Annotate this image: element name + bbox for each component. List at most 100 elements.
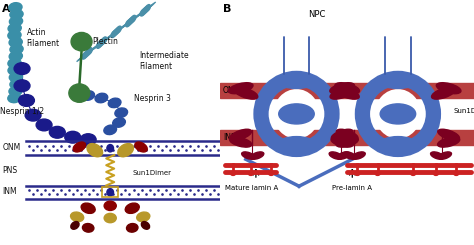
Ellipse shape	[116, 26, 121, 33]
Ellipse shape	[18, 95, 35, 106]
Ellipse shape	[126, 20, 130, 27]
Ellipse shape	[140, 10, 145, 16]
Ellipse shape	[279, 104, 314, 124]
Ellipse shape	[13, 30, 16, 34]
Ellipse shape	[248, 172, 254, 175]
Ellipse shape	[99, 39, 104, 46]
Ellipse shape	[71, 33, 92, 51]
Ellipse shape	[454, 172, 459, 175]
Ellipse shape	[107, 189, 113, 196]
Ellipse shape	[9, 51, 22, 61]
Text: B: B	[223, 4, 231, 14]
Ellipse shape	[86, 49, 91, 55]
Ellipse shape	[104, 213, 116, 223]
Ellipse shape	[273, 89, 319, 139]
Text: Nesprin 1/2: Nesprin 1/2	[0, 107, 44, 116]
Text: Sun1Dimer: Sun1Dimer	[454, 109, 474, 114]
Ellipse shape	[8, 59, 21, 68]
Ellipse shape	[111, 31, 116, 37]
Ellipse shape	[80, 134, 96, 146]
Ellipse shape	[131, 15, 136, 22]
Ellipse shape	[375, 172, 380, 175]
Ellipse shape	[115, 27, 120, 34]
Ellipse shape	[229, 137, 252, 147]
Bar	[220, 130, 474, 145]
Ellipse shape	[102, 37, 107, 43]
Ellipse shape	[73, 142, 86, 152]
Ellipse shape	[234, 87, 258, 99]
Text: Sun1Dimer: Sun1Dimer	[132, 170, 171, 176]
Ellipse shape	[127, 19, 132, 25]
Bar	[27, 142, 220, 155]
Ellipse shape	[137, 212, 150, 221]
Text: INM: INM	[223, 133, 237, 142]
Ellipse shape	[9, 17, 23, 26]
Text: Mature lamin A: Mature lamin A	[226, 185, 279, 191]
Ellipse shape	[128, 18, 133, 24]
Ellipse shape	[331, 137, 353, 147]
Ellipse shape	[230, 129, 252, 140]
Text: ONM: ONM	[2, 143, 20, 151]
Ellipse shape	[115, 108, 128, 117]
Ellipse shape	[36, 119, 52, 131]
Ellipse shape	[144, 6, 149, 12]
Ellipse shape	[113, 118, 125, 127]
Ellipse shape	[337, 152, 350, 159]
Text: Nesprin 3: Nesprin 3	[135, 94, 171, 102]
Ellipse shape	[343, 152, 356, 159]
Ellipse shape	[437, 83, 461, 94]
Ellipse shape	[118, 144, 134, 157]
Ellipse shape	[8, 65, 21, 75]
Ellipse shape	[242, 152, 255, 159]
Ellipse shape	[71, 212, 84, 221]
Ellipse shape	[14, 63, 30, 74]
Ellipse shape	[9, 37, 22, 47]
Ellipse shape	[336, 137, 358, 147]
Ellipse shape	[141, 221, 150, 229]
Ellipse shape	[129, 17, 135, 23]
Ellipse shape	[10, 45, 23, 54]
Ellipse shape	[352, 152, 365, 159]
Ellipse shape	[71, 221, 79, 229]
Ellipse shape	[127, 223, 138, 232]
Ellipse shape	[114, 29, 118, 35]
Ellipse shape	[380, 137, 416, 150]
Ellipse shape	[331, 129, 353, 140]
Ellipse shape	[14, 9, 18, 12]
Ellipse shape	[125, 203, 139, 213]
Ellipse shape	[14, 72, 17, 75]
Ellipse shape	[146, 5, 150, 11]
Ellipse shape	[14, 23, 17, 26]
Ellipse shape	[9, 86, 22, 96]
Ellipse shape	[410, 172, 416, 175]
Bar	[220, 83, 474, 98]
Text: ONM: ONM	[223, 86, 241, 95]
Ellipse shape	[8, 24, 21, 33]
Ellipse shape	[277, 74, 316, 88]
Ellipse shape	[337, 129, 358, 140]
Ellipse shape	[355, 172, 360, 175]
Ellipse shape	[112, 30, 118, 36]
Bar	[102, 187, 118, 197]
Text: INM: INM	[2, 187, 17, 196]
Ellipse shape	[251, 152, 264, 159]
Ellipse shape	[431, 87, 456, 99]
Ellipse shape	[335, 83, 359, 94]
Ellipse shape	[84, 50, 90, 57]
Ellipse shape	[380, 104, 416, 124]
Ellipse shape	[82, 53, 87, 59]
Ellipse shape	[15, 16, 18, 20]
Ellipse shape	[83, 51, 88, 58]
Text: Pre-lamin A: Pre-lamin A	[332, 185, 372, 191]
Ellipse shape	[65, 131, 81, 143]
Ellipse shape	[49, 126, 65, 138]
Ellipse shape	[433, 172, 438, 175]
Ellipse shape	[329, 152, 342, 159]
Ellipse shape	[378, 74, 418, 88]
Text: Intermediate
Filament: Intermediate Filament	[139, 51, 189, 71]
Ellipse shape	[107, 145, 113, 152]
Ellipse shape	[15, 51, 18, 54]
Ellipse shape	[25, 109, 41, 121]
Ellipse shape	[14, 58, 17, 61]
Text: Plectin: Plectin	[92, 37, 118, 46]
